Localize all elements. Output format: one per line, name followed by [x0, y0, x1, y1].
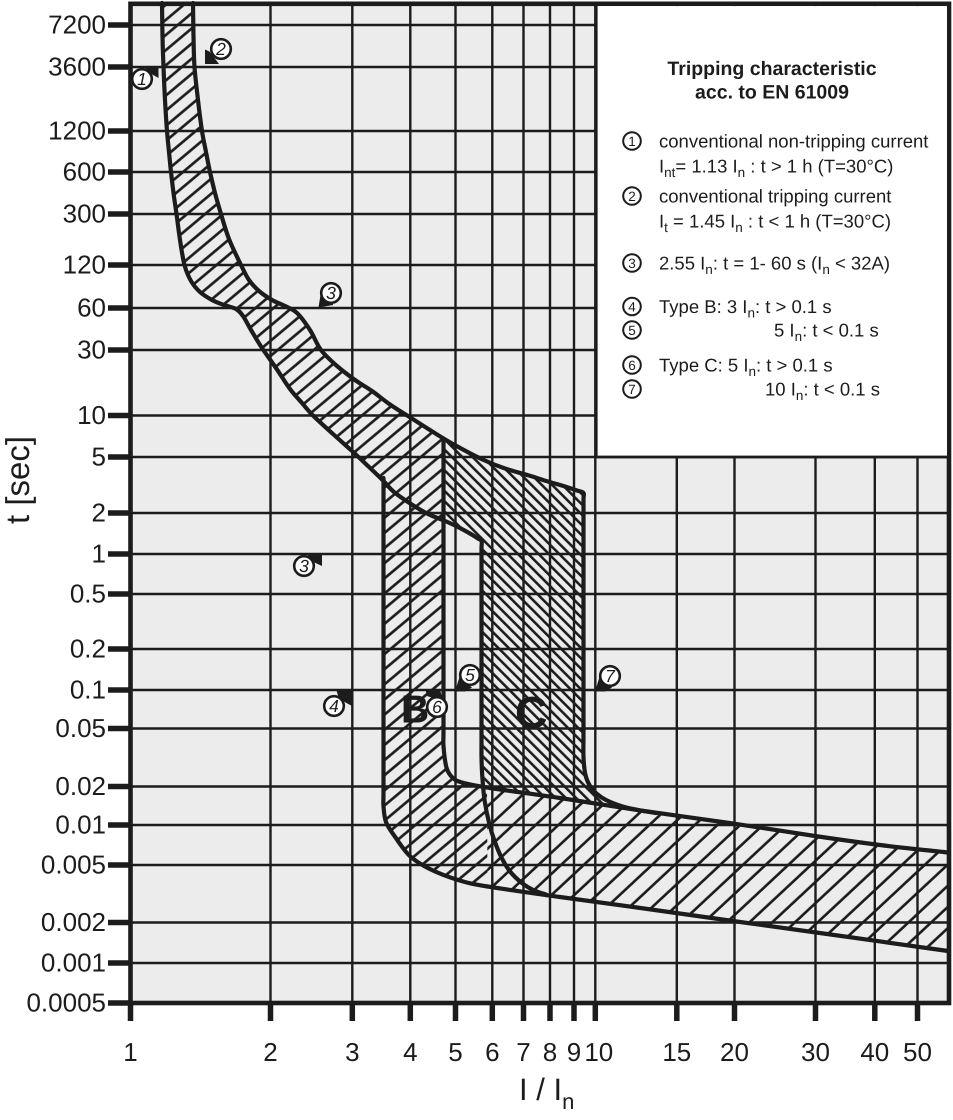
- svg-text:300: 300: [63, 199, 106, 229]
- svg-text:0.5: 0.5: [70, 579, 106, 609]
- svg-text:acc. to EN 61009: acc. to EN 61009: [695, 82, 849, 104]
- svg-text:0.2: 0.2: [70, 634, 106, 664]
- svg-text:0.02: 0.02: [55, 771, 106, 801]
- svg-text:1200: 1200: [48, 116, 106, 146]
- svg-text:1: 1: [92, 539, 106, 569]
- svg-text:1: 1: [123, 1037, 137, 1067]
- svg-text:600: 600: [63, 157, 106, 187]
- svg-text:3: 3: [299, 556, 309, 576]
- svg-text:2: 2: [92, 498, 106, 528]
- svg-text:2.55 In: t = 1- 60 s (In < 32A: 2.55 In: t = 1- 60 s (In < 32A): [659, 253, 890, 278]
- svg-text:4: 4: [403, 1037, 417, 1067]
- svg-text:Type C: 5 In: t > 0.1 s: Type C: 5 In: t > 0.1 s: [659, 355, 833, 380]
- svg-text:9: 9: [567, 1037, 581, 1067]
- svg-text:5: 5: [92, 442, 106, 472]
- svg-text:B: B: [401, 689, 429, 732]
- svg-text:5: 5: [448, 1037, 462, 1067]
- svg-text:7: 7: [628, 382, 636, 397]
- svg-text:6: 6: [432, 697, 442, 717]
- svg-text:4: 4: [628, 300, 636, 315]
- svg-text:6: 6: [485, 1037, 499, 1067]
- svg-text:conventional non-tripping curr: conventional non-tripping current: [659, 131, 928, 152]
- svg-text:30: 30: [77, 335, 106, 365]
- svg-text:5: 5: [628, 323, 636, 338]
- svg-text:10: 10: [77, 400, 106, 430]
- svg-text:conventional tripping current: conventional tripping current: [659, 186, 891, 207]
- svg-text:7: 7: [605, 666, 616, 686]
- svg-text:2: 2: [263, 1037, 277, 1067]
- svg-text:0.05: 0.05: [55, 713, 106, 743]
- svg-text:0.01: 0.01: [55, 810, 106, 840]
- svg-text:1: 1: [137, 69, 147, 89]
- svg-text:50: 50: [903, 1037, 932, 1067]
- svg-text:4: 4: [329, 696, 339, 716]
- svg-text:3: 3: [628, 256, 636, 271]
- svg-text:3: 3: [345, 1037, 359, 1067]
- svg-text:1: 1: [628, 134, 636, 149]
- svg-text:0.0005: 0.0005: [26, 988, 106, 1018]
- svg-text:3: 3: [326, 283, 336, 303]
- svg-text:20: 20: [720, 1037, 749, 1067]
- svg-text:5 In: t < 0.1 s: 5 In: t < 0.1 s: [774, 320, 879, 345]
- svg-text:C: C: [515, 687, 548, 738]
- svg-text:0.005: 0.005: [41, 850, 106, 880]
- svg-text:15: 15: [662, 1037, 691, 1067]
- svg-text:30: 30: [801, 1037, 830, 1067]
- svg-text:Tripping characteristic: Tripping characteristic: [667, 58, 876, 80]
- svg-text:Int= 1.13 In : t > 1 h (T=30: Int= 1.13 In : t > 1 h (T=30°C): [659, 156, 893, 181]
- svg-text:It = 1.45 In : t < 1 h (T=30: It = 1.45 In : t < 1 h (T=30°C): [659, 211, 891, 236]
- svg-text:7: 7: [516, 1037, 530, 1067]
- svg-text:10: 10: [584, 1037, 613, 1067]
- svg-text:2: 2: [215, 39, 226, 59]
- svg-text:5: 5: [465, 665, 475, 685]
- svg-text:6: 6: [628, 358, 636, 373]
- svg-text:0.1: 0.1: [70, 675, 106, 705]
- svg-text:t [sec]: t [sec]: [0, 436, 36, 524]
- svg-text:10 In: t < 0.1 s: 10 In: t < 0.1 s: [765, 379, 880, 404]
- svg-text:40: 40: [860, 1037, 889, 1067]
- svg-text:Type B: 3 In: t > 0.1 s: Type B: 3 In: t > 0.1 s: [659, 296, 832, 321]
- svg-text:120: 120: [63, 250, 106, 280]
- svg-text:7200: 7200: [48, 10, 106, 40]
- svg-text:3600: 3600: [48, 52, 106, 82]
- svg-text:2: 2: [628, 189, 636, 204]
- svg-text:0.001: 0.001: [41, 948, 106, 978]
- svg-text:8: 8: [543, 1037, 557, 1067]
- svg-text:60: 60: [77, 293, 106, 323]
- svg-text:0.002: 0.002: [41, 907, 106, 937]
